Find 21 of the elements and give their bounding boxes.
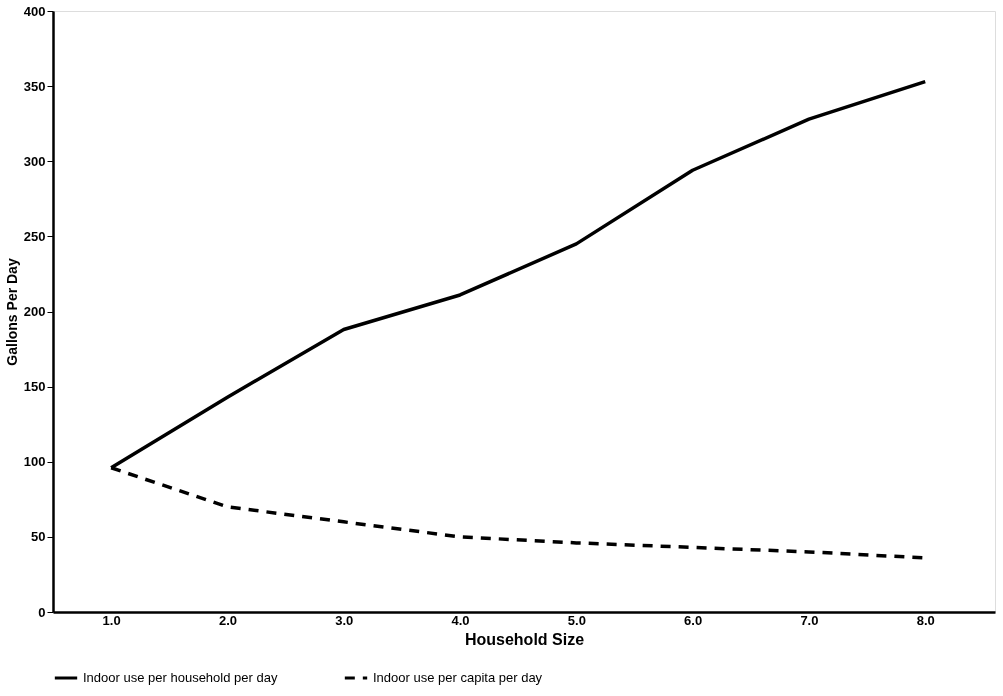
y-tick-label: 200 xyxy=(23,304,46,319)
y-tick-label: 0 xyxy=(38,604,46,620)
x-tick-label: 7.0 xyxy=(800,612,819,628)
x-tick-label: 5.0 xyxy=(567,612,586,628)
y-tick-label: 300 xyxy=(23,153,46,169)
legend-label: Indoor use per household per day xyxy=(83,670,278,685)
y-tick-label: 400 xyxy=(23,3,46,19)
x-axis-title: Household Size xyxy=(464,630,585,648)
y-axis-title: Gallons Per Day xyxy=(3,258,20,366)
x-tick-label: 1.0 xyxy=(102,612,121,628)
x-tick-label: 4.0 xyxy=(451,612,470,628)
y-tick-label: 350 xyxy=(23,78,46,94)
x-tick-label: 8.0 xyxy=(916,612,935,628)
y-tick-label: 100 xyxy=(23,454,46,470)
x-tick-label: 3.0 xyxy=(335,612,354,628)
y-tick-label: 150 xyxy=(23,379,46,395)
x-tick-label: 6.0 xyxy=(684,612,703,628)
y-tick-label: 250 xyxy=(23,228,46,244)
x-tick-label: 2.0 xyxy=(218,612,237,628)
y-tick-label: 50 xyxy=(31,529,46,545)
legend-label: Indoor use per capita per day xyxy=(373,670,543,685)
